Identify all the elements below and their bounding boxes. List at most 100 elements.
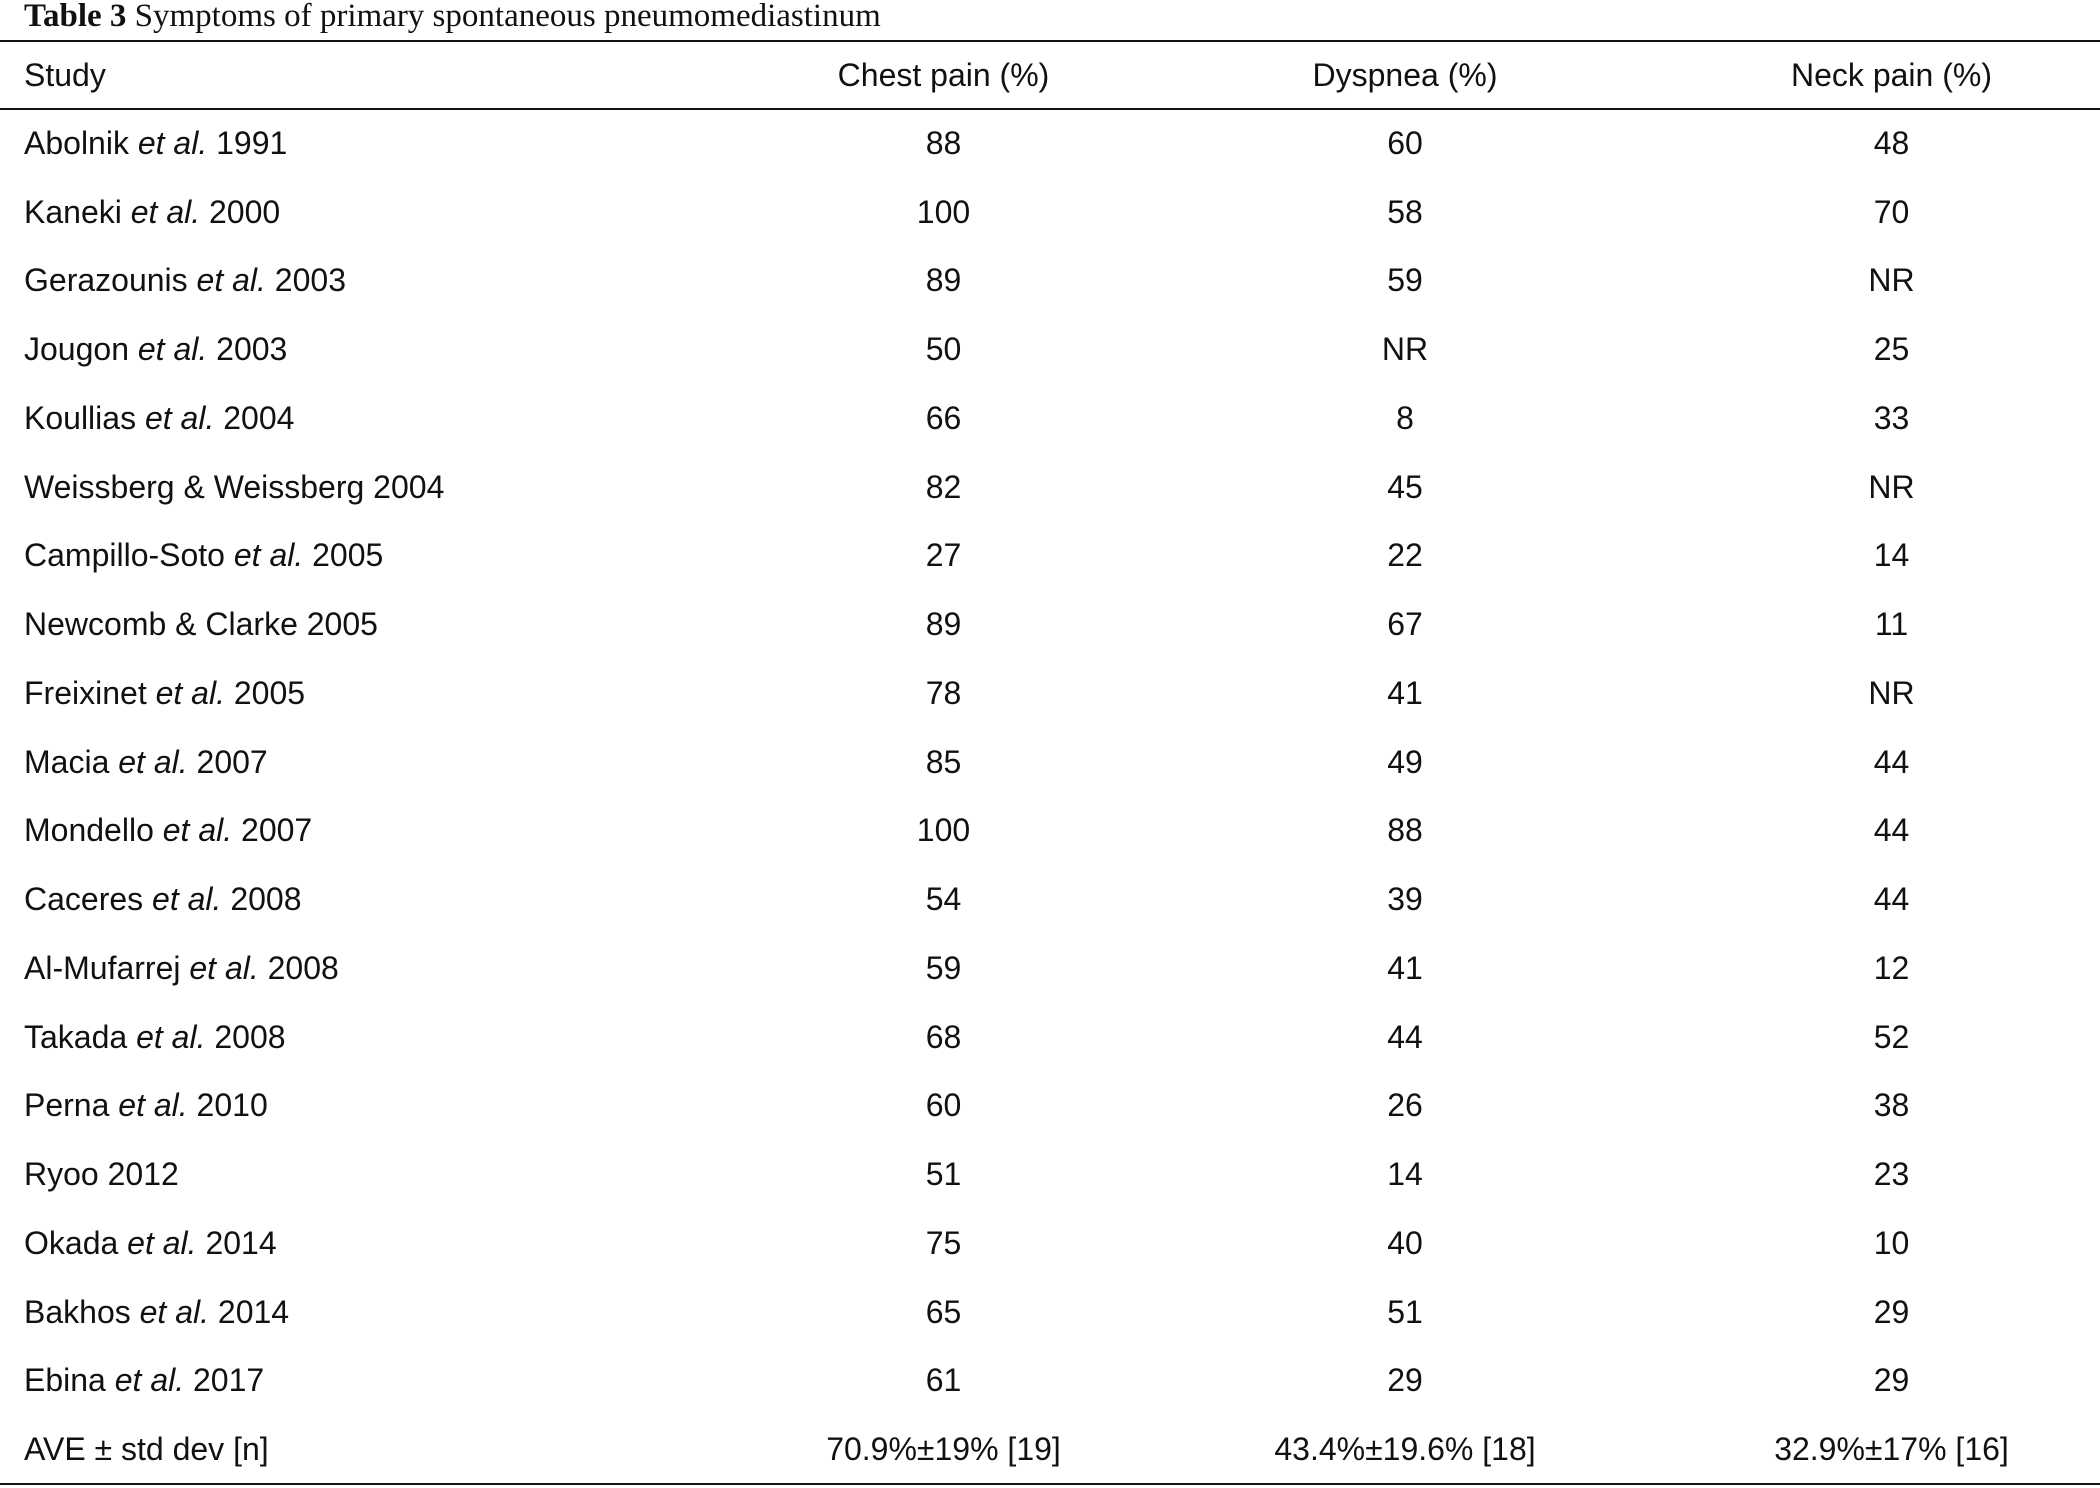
study-cell: Freixinet et al. 2005 — [0, 659, 760, 728]
neck-pain-cell: 52 — [1873, 1018, 1910, 1055]
study-year: 2003 — [274, 262, 346, 299]
neck-pain-cell: NR — [1868, 674, 1915, 711]
dyspnea-cell: 60 — [1387, 125, 1423, 162]
table-row: Weissberg & Weissberg 2004 82 45 NR — [0, 453, 2100, 522]
header-row: Study Chest pain (%) Dyspnea (%) Neck pa… — [0, 40, 2100, 110]
study-year: 2008 — [267, 949, 339, 986]
table-row: Kaneki et al. 2000 100 58 70 — [0, 178, 2100, 247]
chest-pain-cell: 70.9%±19% [19] — [760, 1415, 1127, 1485]
chest-pain-cell: 60 — [925, 1087, 962, 1124]
study-cell: Mondello et al. 2007 — [0, 797, 760, 866]
chest-pain-cell: 89 — [925, 262, 962, 299]
dyspnea-cell: 44 — [1387, 1018, 1423, 1055]
study-year: 1991 — [216, 125, 288, 162]
dyspnea-cell: 49 — [1387, 743, 1423, 780]
study-year: 2004 — [223, 399, 295, 436]
study-cell: Newcomb & Clarke 2005 — [0, 590, 760, 659]
neck-pain-cell: 32.9%±17% [16] — [1683, 1415, 2100, 1485]
study-year: 2014 — [217, 1293, 290, 1330]
study-cell: Kaneki et al. 2000 — [0, 178, 760, 247]
study-cell: Campillo-Soto et al. 2005 — [0, 522, 760, 591]
dyspnea-cell: 14 — [1387, 1156, 1423, 1193]
study-cell: Koullias et al. 2004 — [0, 384, 760, 453]
neck-pain-cell: 11 — [1874, 606, 1909, 643]
study-author: Macia — [24, 743, 110, 780]
dyspnea-cell: 88 — [1387, 812, 1423, 849]
table-row: Koullias et al. 2004 66 8 33 — [0, 384, 2100, 453]
study-cell: AVE ± std dev [n] — [0, 1415, 760, 1485]
chest-pain-cell: 100 — [916, 193, 971, 230]
neck-pain-cell: NR — [1868, 262, 1915, 299]
study-et-al: et al. — [114, 1362, 185, 1399]
chest-pain-cell: 66 — [925, 399, 962, 436]
study-et-al: et al. — [137, 331, 208, 368]
chest-pain-cell: 82 — [925, 468, 962, 505]
study-year: 2005 — [306, 606, 378, 643]
table-row: Ebina et al. 2017 61 29 29 — [0, 1347, 2100, 1416]
header-chest-pain: Chest pain (%) — [760, 40, 1127, 110]
study-year: 2000 — [209, 193, 281, 230]
dyspnea-cell: 40 — [1387, 1224, 1423, 1261]
study-author: Bakhos — [24, 1293, 131, 1330]
neck-pain-cell: NR — [1868, 468, 1915, 505]
study-author: AVE ± std dev [n] — [24, 1430, 269, 1467]
study-et-al: et al. — [137, 125, 208, 162]
study-et-al: et al. — [130, 193, 201, 230]
chest-pain-cell: 78 — [925, 674, 962, 711]
neck-pain-cell: 44 — [1873, 881, 1910, 918]
dyspnea-cell: 8 — [1396, 399, 1414, 436]
dyspnea-cell: 58 — [1387, 193, 1423, 230]
table-row: Jougon et al. 2003 50 NR 25 — [0, 315, 2100, 384]
study-cell: Bakhos et al. 2014 — [0, 1278, 760, 1347]
study-author: Okada — [24, 1224, 119, 1261]
chest-pain-cell: 54 — [925, 881, 962, 918]
study-et-al: et al. — [118, 743, 188, 780]
study-year: 2008 — [214, 1018, 286, 1055]
study-et-al: et al. — [155, 674, 225, 711]
study-year: 2003 — [216, 331, 288, 368]
study-author: Caceres — [24, 881, 144, 918]
table-row: Bakhos et al. 2014 65 51 29 — [0, 1278, 2100, 1347]
dyspnea-cell: 51 — [1387, 1293, 1423, 1330]
study-cell: Okada et al. 2014 — [0, 1209, 760, 1278]
study-cell: Takada et al. 2008 — [0, 1003, 760, 1072]
table-row: Caceres et al. 2008 54 39 44 — [0, 865, 2100, 934]
table-row: Newcomb & Clarke 2005 89 67 11 — [0, 590, 2100, 659]
header-neck-pain: Neck pain (%) — [1683, 40, 2100, 110]
neck-pain-cell: 29 — [1873, 1293, 1910, 1330]
neck-pain-cell: 33 — [1873, 399, 1910, 436]
chest-pain-cell: 51 — [925, 1156, 962, 1193]
study-cell: Caceres et al. 2008 — [0, 865, 760, 934]
table-row: Al-Mufarrej et al. 2008 59 41 12 — [0, 934, 2100, 1003]
dyspnea-cell: 41 — [1387, 674, 1423, 711]
study-author: Campillo-Soto — [24, 537, 225, 574]
table-row: Okada et al. 2014 75 40 10 — [0, 1209, 2100, 1278]
study-et-al: et al. — [136, 1018, 206, 1055]
study-cell: Al-Mufarrej et al. 2008 — [0, 934, 760, 1003]
study-year: 2014 — [205, 1224, 277, 1261]
chest-pain-cell: 50 — [925, 331, 962, 368]
study-year: 2007 — [241, 812, 313, 849]
neck-pain-cell: 44 — [1873, 743, 1910, 780]
study-cell: Macia et al. 2007 — [0, 728, 760, 797]
table-row: Perna et al. 2010 60 26 38 — [0, 1072, 2100, 1141]
neck-pain-cell: 29 — [1873, 1362, 1910, 1399]
study-author: Koullias — [24, 399, 137, 436]
chest-pain-cell: 100 — [916, 812, 971, 849]
study-author: Kaneki — [24, 193, 122, 230]
dyspnea-cell: 22 — [1387, 537, 1423, 574]
study-cell: Gerazounis et al. 2003 — [0, 247, 760, 316]
chest-pain-cell: 65 — [925, 1293, 962, 1330]
study-year: 2017 — [193, 1362, 265, 1399]
study-et-al: et al. — [139, 1293, 209, 1330]
study-author: Perna — [24, 1087, 110, 1124]
chest-pain-cell: 27 — [925, 537, 962, 574]
study-et-al: et al. — [118, 1087, 188, 1124]
table-label: Table 3 — [24, 0, 127, 34]
table-caption: Table 3 Symptoms of primary spontaneous … — [24, 0, 881, 40]
neck-pain-cell: 70 — [1873, 193, 1910, 230]
study-year: 2004 — [373, 468, 445, 505]
table-row: Ryoo 2012 51 14 23 — [0, 1140, 2100, 1209]
chest-pain-cell: 89 — [925, 606, 962, 643]
table-row: Freixinet et al. 2005 78 41 NR — [0, 659, 2100, 728]
